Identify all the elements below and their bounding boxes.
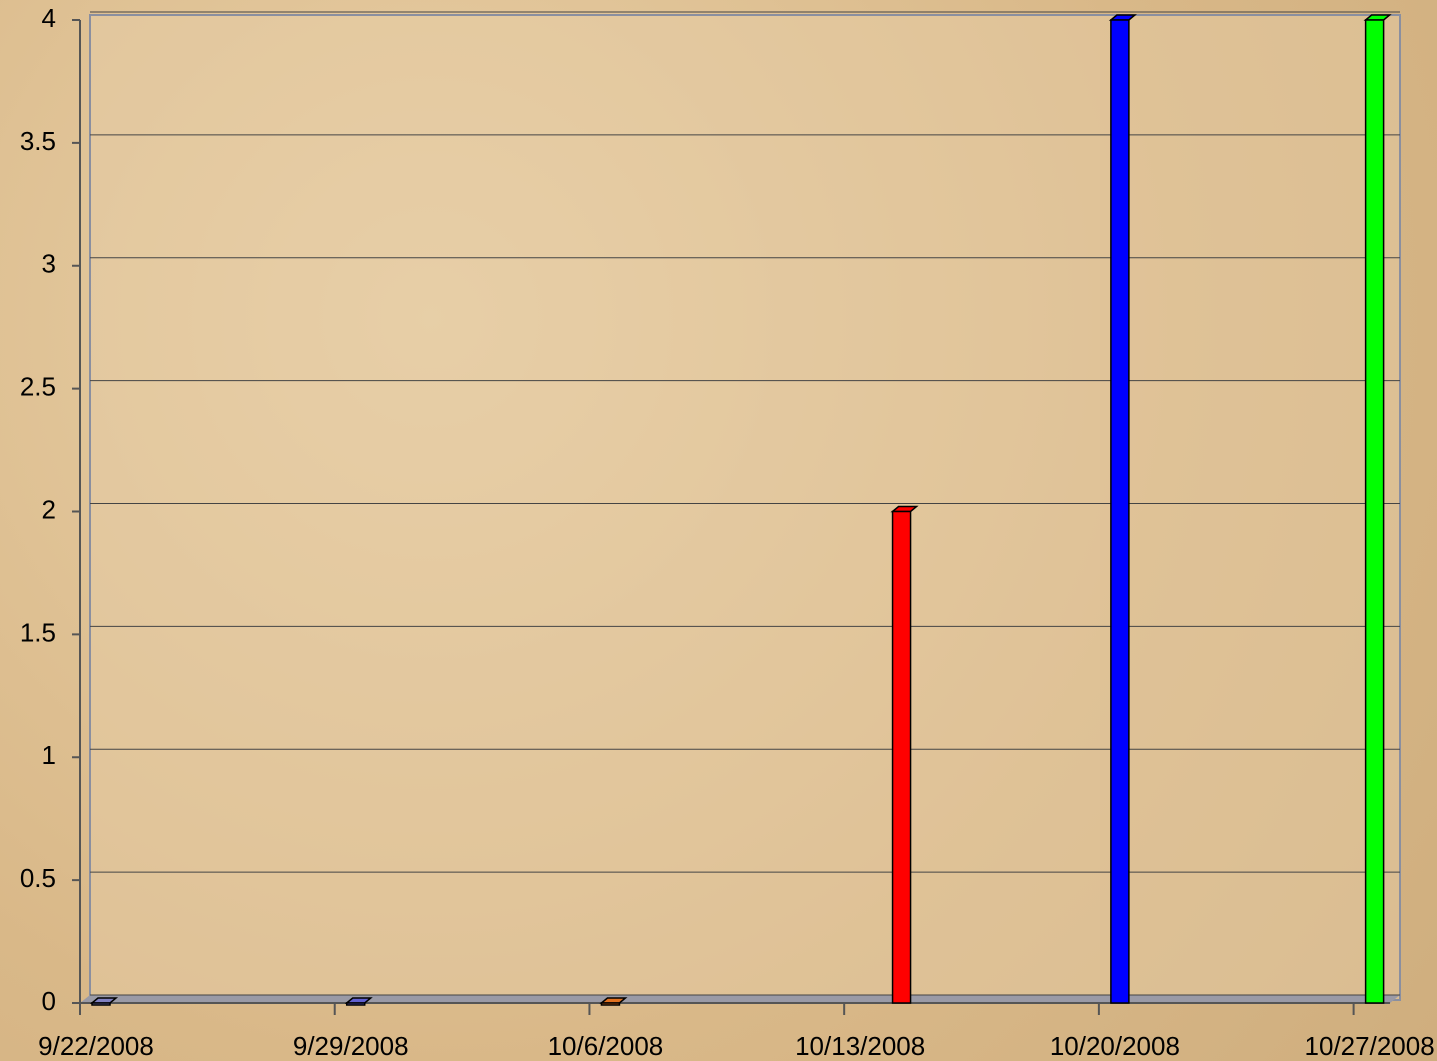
x-tick-label: 10/6/2008 [548, 1031, 664, 1061]
y-tick-label: 4 [42, 3, 56, 33]
bar [601, 1003, 619, 1005]
y-tick-label: 3 [42, 249, 56, 279]
bar [893, 512, 911, 1004]
y-tick-label: 0.5 [20, 863, 56, 893]
y-tick-label: 2 [42, 494, 56, 524]
x-tick-label: 10/13/2008 [795, 1031, 925, 1061]
x-tick-label: 10/20/2008 [1050, 1031, 1180, 1061]
x-tick-label: 9/22/2008 [38, 1031, 154, 1061]
floor [80, 995, 1400, 1003]
y-tick-label: 2.5 [20, 372, 56, 402]
y-tick-label: 0 [42, 986, 56, 1016]
x-tick-label: 10/27/2008 [1305, 1031, 1435, 1061]
bar [347, 1003, 365, 1005]
back-wall [90, 15, 1400, 1000]
bar [92, 1003, 110, 1005]
chart: 0 0.5 1 1.5 2 2.5 3 3.5 4 9/22/2008 9/29/2008 10/6/… [0, 0, 1437, 1061]
y-tick-label: 1.5 [20, 617, 56, 647]
y-tick-label: 1 [42, 740, 56, 770]
bar [1366, 20, 1384, 1003]
x-tick-label: 9/29/2008 [293, 1031, 409, 1061]
bar [1111, 20, 1129, 1003]
y-tick-label: 3.5 [20, 126, 56, 156]
